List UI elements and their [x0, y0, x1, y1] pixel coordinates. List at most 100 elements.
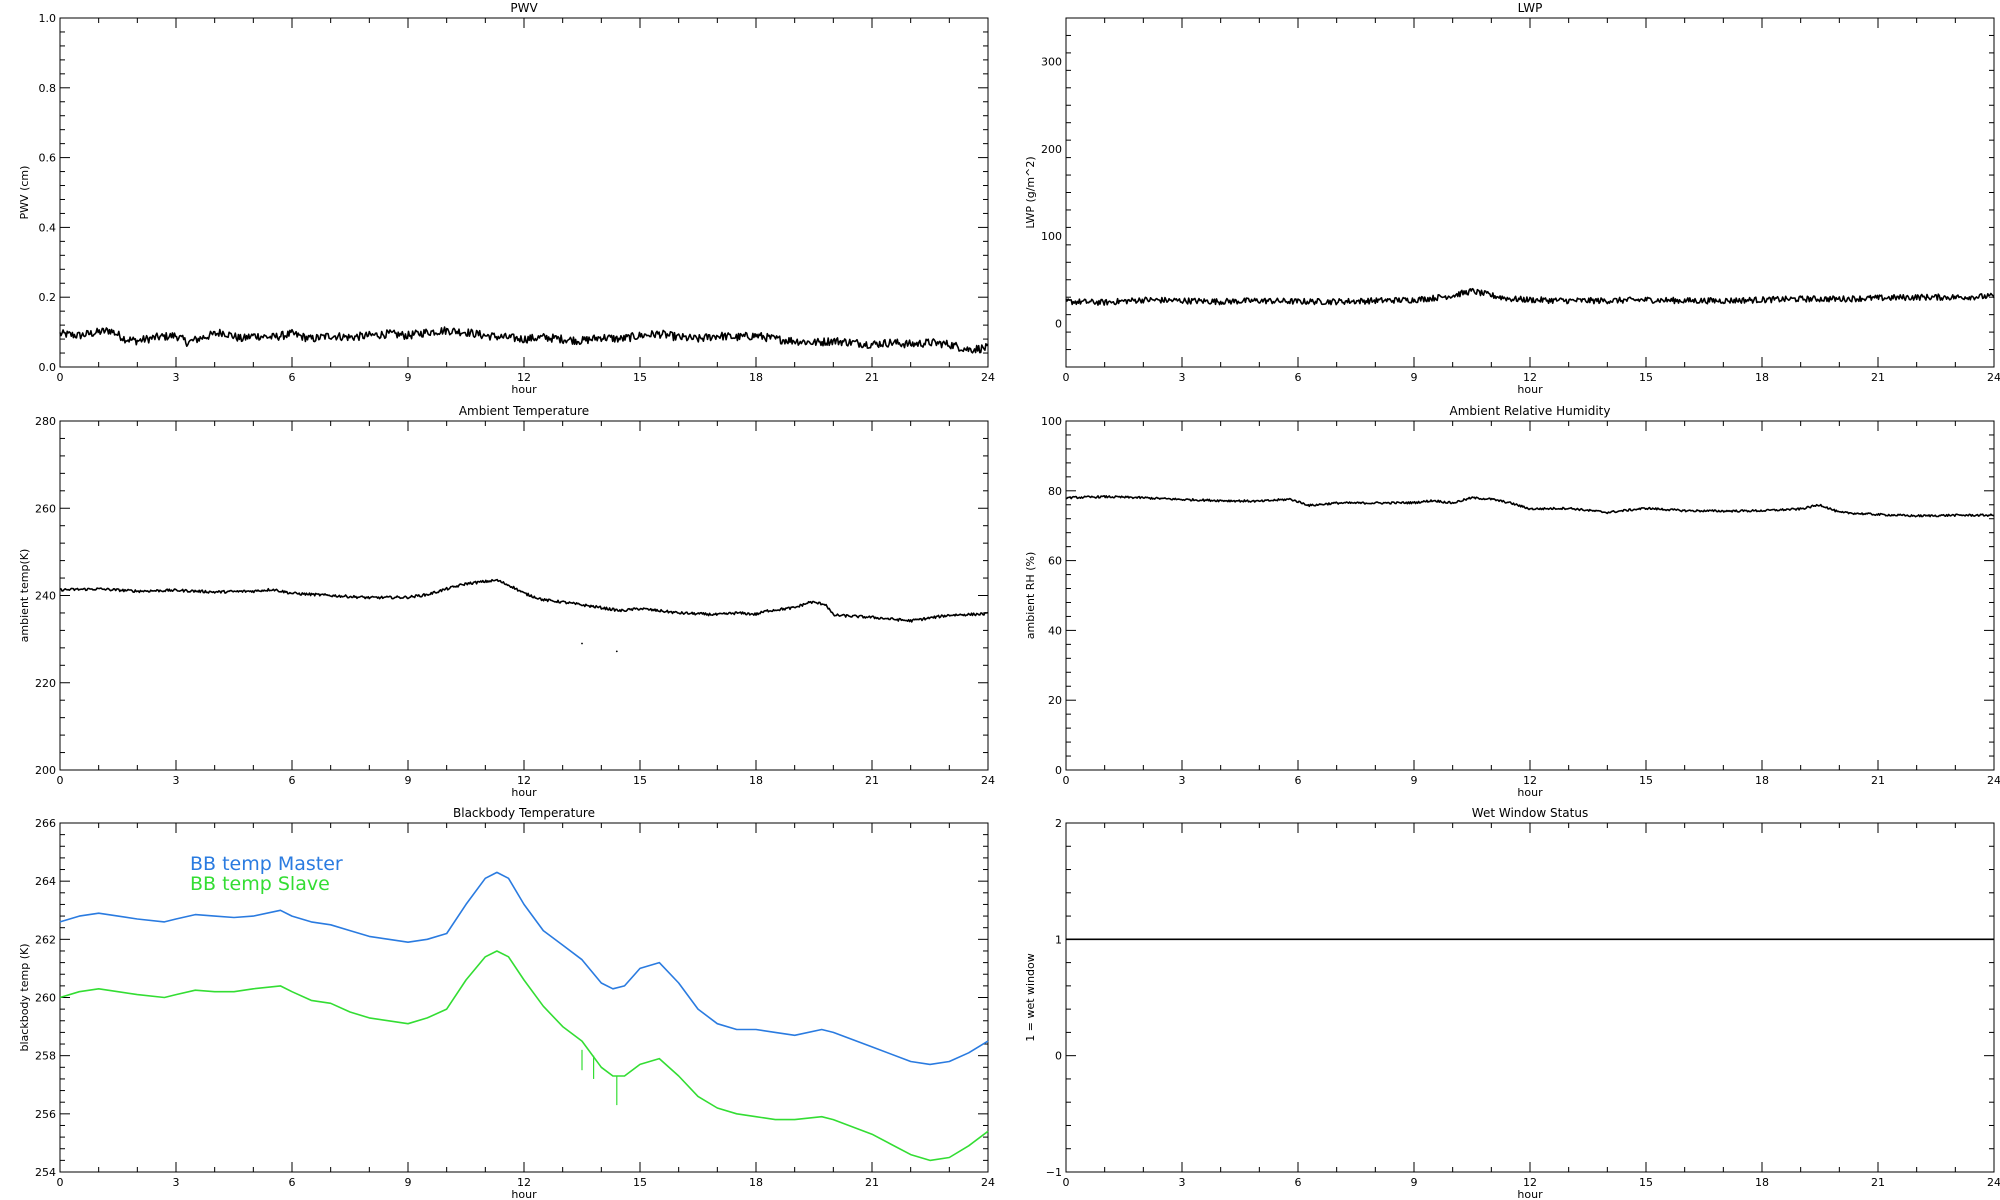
x-tick-label: 12 — [1523, 371, 1537, 384]
y-tick-label: 240 — [35, 590, 56, 603]
y-tick-label: 200 — [35, 764, 56, 777]
series-line-bb-temp-master — [59, 871, 989, 1066]
plot-frame — [59, 420, 989, 771]
legend-entry: BB temp Slave — [190, 873, 330, 895]
x-tick-label: 18 — [749, 1176, 763, 1189]
y-tick-label: 100 — [1041, 230, 1062, 243]
x-tick-label: 6 — [289, 774, 296, 787]
y-tick-label: 0.0 — [39, 361, 57, 374]
y-tick-label: 0 — [1055, 764, 1062, 777]
series-line-bb-temp-slave — [59, 950, 989, 1162]
y-tick-label: 200 — [1041, 143, 1062, 156]
x-axis-label: hour — [511, 383, 537, 396]
y-axis-label: LWP (g/m^2) — [1024, 156, 1037, 228]
y-tick-label: 0.8 — [39, 82, 57, 95]
x-axis-label: hour — [1517, 383, 1543, 396]
series-line — [59, 326, 989, 354]
x-tick-label: 15 — [1639, 1176, 1653, 1189]
plot-frame — [1065, 420, 1995, 771]
x-tick-label: 6 — [289, 371, 296, 384]
y-tick-label: 256 — [35, 1108, 56, 1121]
x-tick-label: 24 — [981, 371, 995, 384]
x-axis-label: hour — [511, 1188, 537, 1200]
x-tick-label: 15 — [1639, 371, 1653, 384]
x-tick-label: 6 — [289, 1176, 296, 1189]
y-tick-label: 0.2 — [39, 291, 57, 304]
outlier-point — [615, 650, 618, 653]
y-tick-label: 0.4 — [39, 221, 57, 234]
plot-frame — [1065, 17, 1995, 368]
x-tick-label: 3 — [1179, 1176, 1186, 1189]
y-tick-label: 262 — [35, 933, 56, 946]
x-tick-label: 0 — [57, 371, 64, 384]
x-tick-label: 24 — [981, 1176, 995, 1189]
x-tick-label: 0 — [57, 774, 64, 787]
y-tick-label: 1 — [1055, 933, 1062, 946]
y-axis-label: ambient temp(K) — [18, 549, 31, 643]
y-tick-label: 258 — [35, 1050, 56, 1063]
x-tick-label: 12 — [1523, 1176, 1537, 1189]
y-tick-label: 20 — [1048, 694, 1062, 707]
x-tick-label: 3 — [1179, 774, 1186, 787]
x-tick-label: 21 — [865, 1176, 879, 1189]
x-tick-label: 18 — [1755, 774, 1769, 787]
x-tick-label: 21 — [1871, 371, 1885, 384]
x-tick-label: 9 — [1411, 1176, 1418, 1189]
x-tick-label: 0 — [57, 1176, 64, 1189]
y-tick-label: 280 — [35, 415, 56, 428]
x-tick-label: 12 — [517, 1176, 531, 1189]
x-tick-label: 12 — [517, 774, 531, 787]
panel-pwv: PWV 0 3 6 9 12 15 18 21 24 0.0 0.2 0.4 0.6 0.8 1.0 hour P… — [18, 1, 995, 396]
y-tick-label: 60 — [1048, 555, 1062, 568]
y-tick-label: −1 — [1046, 1166, 1062, 1179]
panel-blackbody-temperature: Blackbody Temperature 0 3 6 9 12 15 18 21 24 254 25… — [18, 806, 995, 1200]
x-tick-label: 15 — [633, 774, 647, 787]
x-axis-label: hour — [1517, 786, 1543, 799]
chart-title: Blackbody Temperature — [453, 806, 595, 820]
x-tick-label: 24 — [1987, 371, 2000, 384]
y-tick-label: 80 — [1048, 485, 1062, 498]
y-tick-label: 266 — [35, 817, 56, 830]
x-tick-label: 21 — [1871, 1176, 1885, 1189]
x-tick-label: 21 — [865, 774, 879, 787]
y-axis-label: blackbody temp (K) — [18, 944, 31, 1052]
x-tick-label: 9 — [405, 774, 412, 787]
x-tick-label: 18 — [749, 371, 763, 384]
x-tick-label: 3 — [173, 774, 180, 787]
y-tick-label: 100 — [1041, 415, 1062, 428]
y-tick-label: 300 — [1041, 56, 1062, 69]
outlier-point — [581, 642, 583, 645]
y-axis-label: ambient RH (%) — [1024, 552, 1037, 640]
x-tick-label: 9 — [1411, 774, 1418, 787]
x-tick-label: 9 — [405, 371, 412, 384]
x-tick-label: 18 — [1755, 371, 1769, 384]
chart-title: Wet Window Status — [1472, 806, 1588, 820]
y-tick-label: 1.0 — [39, 12, 57, 25]
x-tick-label: 18 — [749, 774, 763, 787]
panel-ambient-temperature: Ambient Temperature 0 3 6 9 12 15 18 21 24 200 220 2… — [18, 404, 995, 799]
x-tick-label: 21 — [865, 371, 879, 384]
chart-title: PWV — [510, 1, 538, 15]
x-tick-label: 3 — [173, 371, 180, 384]
legend-entry: BB temp Master — [190, 853, 343, 875]
x-tick-label: 12 — [1523, 774, 1537, 787]
x-tick-label: 15 — [1639, 774, 1653, 787]
x-tick-label: 3 — [173, 1176, 180, 1189]
x-tick-label: 15 — [633, 1176, 647, 1189]
chart-title: LWP — [1518, 1, 1543, 15]
x-tick-label: 18 — [1755, 1176, 1769, 1189]
y-tick-label: 0 — [1055, 1050, 1062, 1063]
y-tick-label: 260 — [35, 502, 56, 515]
y-tick-label: 0.6 — [39, 152, 57, 165]
x-tick-label: 15 — [633, 371, 647, 384]
y-tick-label: 220 — [35, 677, 56, 690]
x-tick-label: 0 — [1063, 1176, 1070, 1189]
x-tick-label: 3 — [1179, 371, 1186, 384]
x-axis-label: hour — [511, 786, 537, 799]
series-line — [1065, 287, 1995, 306]
x-tick-label: 9 — [1411, 371, 1418, 384]
y-tick-label: 40 — [1048, 624, 1062, 637]
x-tick-label: 24 — [1987, 1176, 2000, 1189]
x-axis-label: hour — [1517, 1188, 1543, 1200]
y-tick-label: 2 — [1055, 817, 1062, 830]
